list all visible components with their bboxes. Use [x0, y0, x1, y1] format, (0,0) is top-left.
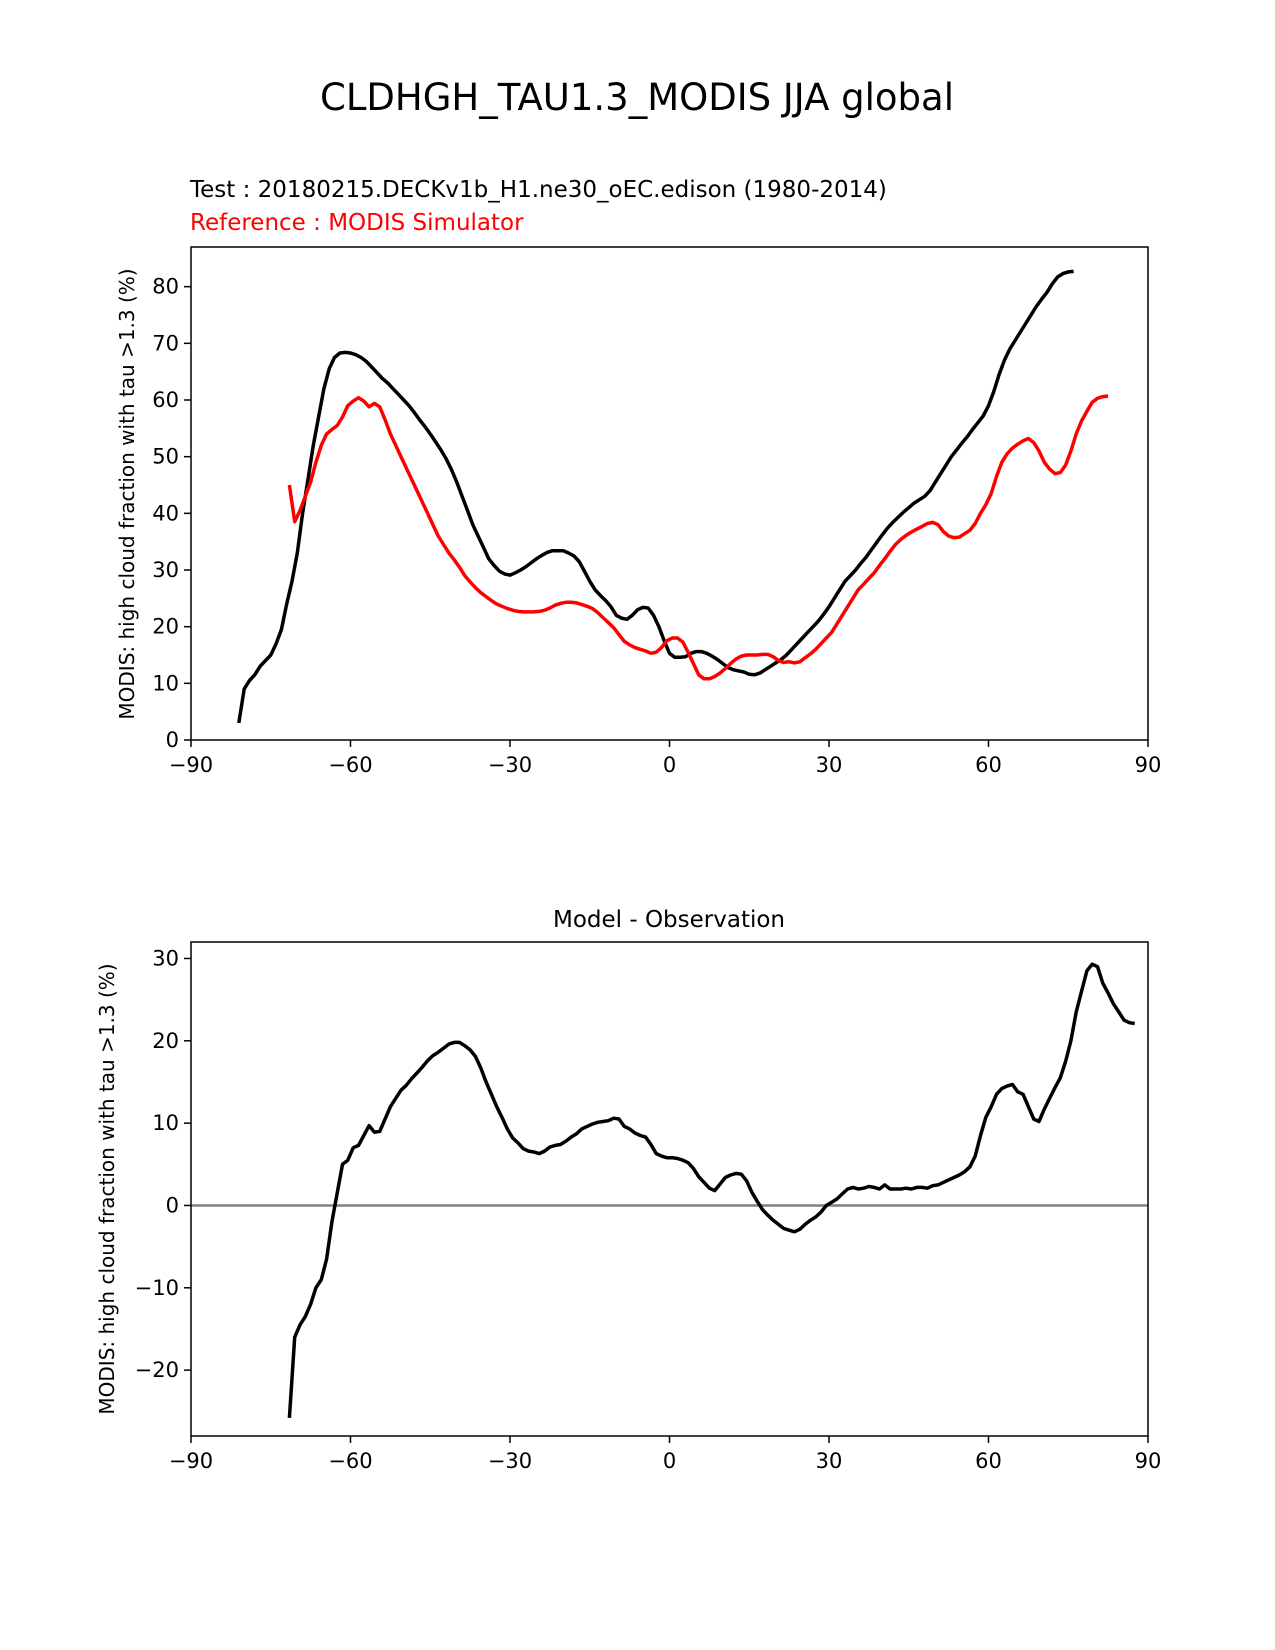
test-subtitle: Test : 20180215.DECKv1b_H1.ne30_oEC.edis…	[189, 177, 887, 203]
top-y-tick-label: 0	[166, 728, 179, 752]
top-x-tick-label: 30	[816, 753, 843, 777]
bottom-y-tick-label: −10	[135, 1276, 179, 1300]
bottom-panel: Model - Observation −90 −60 −30 0 30 60 90 −20…	[95, 907, 1161, 1473]
bottom-plot-frame	[190, 941, 1149, 1437]
bottom-y-tick-label: 20	[152, 1029, 179, 1053]
bottom-panel-title: Model - Observation	[553, 907, 785, 933]
bottom-y-tick-label: 30	[152, 946, 179, 970]
bottom-x-tick-label: 90	[1135, 1449, 1162, 1473]
bottom-x-tick-label: −60	[328, 1449, 372, 1473]
bottom-y-tick-label: 10	[152, 1111, 179, 1135]
bottom-x-tick-label: 30	[816, 1449, 843, 1473]
bottom-series-line-0	[287, 962, 1135, 1419]
bottom-x-tick-label: −90	[169, 1449, 213, 1473]
top-x-tick-label: −30	[488, 753, 532, 777]
top-series-line-1	[287, 394, 1109, 681]
reference-subtitle: Reference : MODIS Simulator	[190, 210, 524, 236]
top-y-tick-label: 10	[152, 671, 179, 695]
top-plot-frame	[190, 246, 1149, 741]
top-y-tick-label: 40	[152, 501, 179, 525]
top-x-tick-label: −60	[328, 753, 372, 777]
top-x-tick-label: −90	[169, 753, 213, 777]
top-x-tick-label: 90	[1135, 753, 1162, 777]
bottom-y-axis-label: MODIS: high cloud fraction with tau >1.3…	[95, 963, 119, 1414]
bottom-y-ticks: −20 −10 0 10 20 30	[135, 946, 191, 1382]
top-y-tick-label: 70	[152, 331, 179, 355]
figure-title: CLDHGH_TAU1.3_MODIS JJA global	[320, 76, 954, 119]
bottom-y-tick-label: 0	[166, 1193, 179, 1217]
top-y-tick-label: 20	[152, 615, 179, 639]
top-y-tick-label: 60	[152, 388, 179, 412]
bottom-x-tick-label: 0	[663, 1449, 676, 1473]
top-series-line-0	[237, 269, 1074, 724]
top-x-ticks: −90 −60 −30 0 30 60 90	[169, 740, 1162, 777]
bottom-x-tick-label: −30	[488, 1449, 532, 1473]
top-y-ticks: 0 10 20 30 40 50 60 70 80	[152, 275, 191, 752]
top-y-tick-label: 50	[152, 445, 179, 469]
top-y-tick-label: 80	[152, 275, 179, 299]
top-panel: Test : 20180215.DECKv1b_H1.ne30_oEC.edis…	[115, 177, 1161, 777]
top-y-tick-label: 30	[152, 558, 179, 582]
bottom-x-ticks: −90 −60 −30 0 30 60 90	[169, 1436, 1162, 1473]
bottom-series-lines	[191, 962, 1148, 1419]
top-y-axis-label: MODIS: high cloud fraction with tau >1.3…	[115, 268, 139, 719]
bottom-y-tick-label: −20	[135, 1358, 179, 1382]
top-series-lines	[237, 269, 1109, 724]
bottom-x-tick-label: 60	[975, 1449, 1002, 1473]
top-x-tick-label: 60	[975, 753, 1002, 777]
top-x-tick-label: 0	[663, 753, 676, 777]
